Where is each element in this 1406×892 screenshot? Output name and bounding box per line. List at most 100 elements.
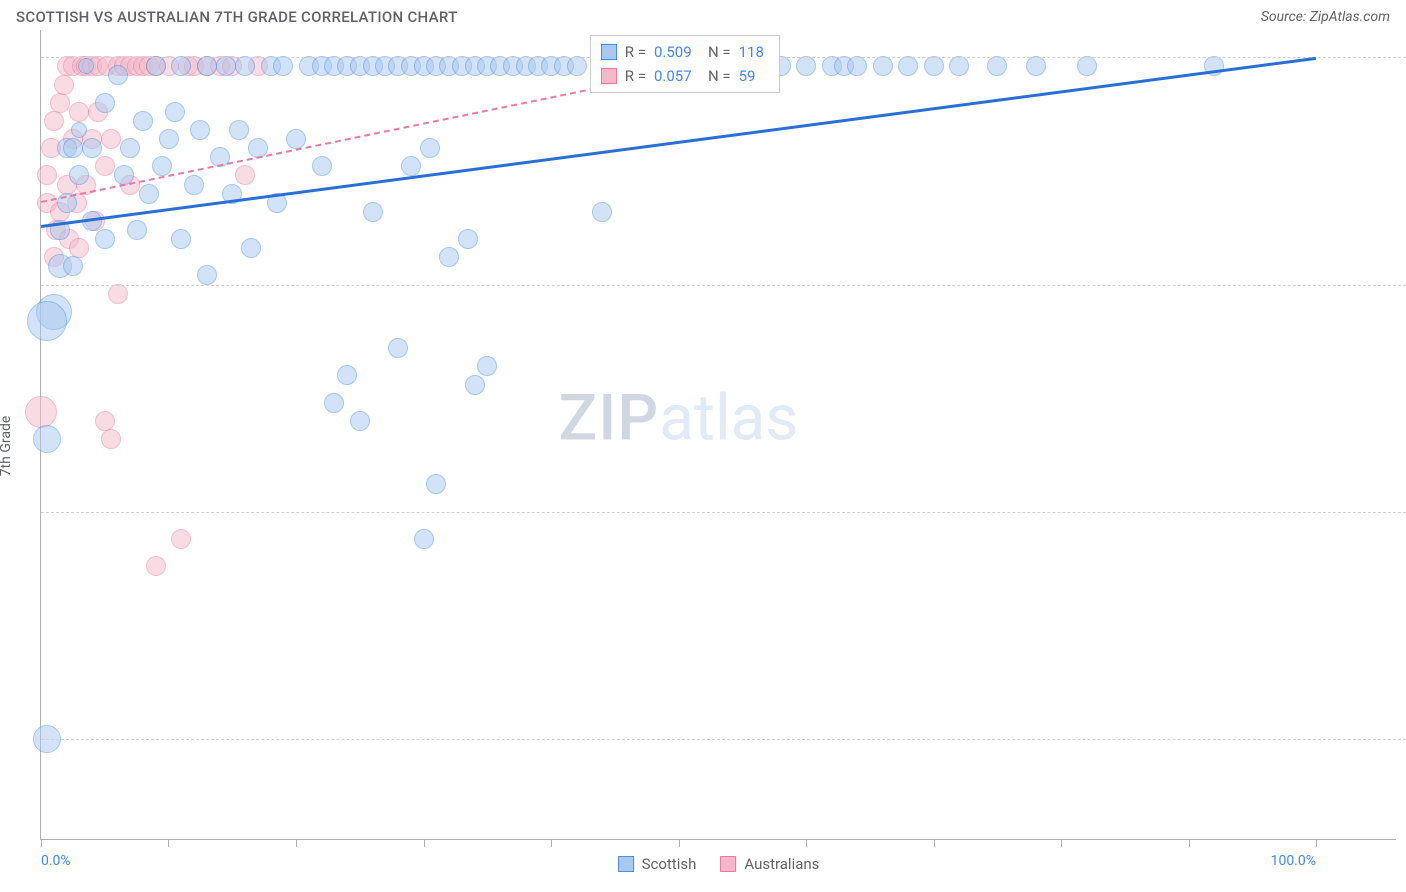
stats-swatch-scottish xyxy=(601,44,617,60)
data-point-australians xyxy=(146,556,166,576)
data-point-scottish xyxy=(1026,56,1046,76)
data-point-australians xyxy=(54,75,74,95)
x-tick xyxy=(934,839,935,847)
gridline xyxy=(41,512,1406,513)
stat-n-label: N = xyxy=(708,64,731,88)
data-point-scottish xyxy=(924,56,944,76)
legend-swatch-scottish xyxy=(618,856,634,872)
x-tick-label: 0.0% xyxy=(41,853,71,869)
data-point-scottish xyxy=(465,375,485,395)
x-tick xyxy=(1189,839,1190,847)
stat-r-value-australians: 0.057 xyxy=(654,64,700,88)
data-point-scottish xyxy=(477,356,497,376)
data-point-scottish xyxy=(949,56,969,76)
x-tick xyxy=(1316,839,1317,847)
data-point-scottish xyxy=(324,393,344,413)
gridline xyxy=(41,739,1406,740)
stat-n-label: N = xyxy=(708,40,731,64)
data-point-scottish xyxy=(337,365,357,385)
stat-r-label: R = xyxy=(625,64,646,88)
data-point-scottish xyxy=(190,120,210,140)
data-point-scottish xyxy=(987,56,1007,76)
data-point-scottish xyxy=(401,156,421,176)
data-point-scottish xyxy=(420,138,440,158)
data-point-scottish xyxy=(159,129,179,149)
data-point-scottish xyxy=(796,56,816,76)
data-point-scottish xyxy=(152,156,172,176)
data-point-scottish xyxy=(108,65,128,85)
data-point-scottish xyxy=(439,247,459,267)
data-point-australians xyxy=(101,429,121,449)
stats-swatch-australians xyxy=(601,68,617,84)
watermark: ZIPatlas xyxy=(559,381,799,456)
data-point-australians xyxy=(101,129,121,149)
stat-n-value-scottish: 118 xyxy=(739,40,769,64)
chart-area: ZIPatlas R =0.509N =118R =0.057N =59 Sco… xyxy=(40,30,1396,840)
data-point-scottish xyxy=(567,56,587,76)
legend-item-australians: Australians xyxy=(720,855,819,873)
data-point-scottish xyxy=(95,229,115,249)
x-tick xyxy=(296,839,297,847)
data-point-scottish xyxy=(197,265,217,285)
data-point-scottish xyxy=(82,138,102,158)
data-point-scottish xyxy=(286,129,306,149)
gridline xyxy=(41,285,1406,286)
stat-n-value-australians: 59 xyxy=(739,64,769,88)
stats-row-scottish: R = 0.509 N = 118 xyxy=(601,40,769,64)
data-point-scottish xyxy=(1077,56,1097,76)
data-point-australians xyxy=(171,529,191,549)
data-point-scottish xyxy=(63,138,83,158)
y-axis-label: 7th Grade xyxy=(0,416,14,477)
data-point-scottish xyxy=(426,474,446,494)
series-legend: Scottish Australians xyxy=(618,855,820,873)
data-point-scottish xyxy=(350,411,370,431)
data-point-scottish xyxy=(898,56,918,76)
data-point-scottish xyxy=(216,56,236,76)
data-point-scottish xyxy=(171,229,191,249)
legend-item-scottish: Scottish xyxy=(618,855,697,873)
data-point-australians xyxy=(25,396,57,428)
data-point-australians xyxy=(69,238,89,258)
data-point-scottish xyxy=(197,56,217,76)
data-point-scottish xyxy=(458,229,478,249)
data-point-australians xyxy=(44,111,64,131)
correlation-stats-box: R = 0.509 N = 118 R = 0.057 N = 59 xyxy=(590,35,780,93)
data-point-scottish xyxy=(146,56,166,76)
data-point-scottish xyxy=(873,56,893,76)
data-point-scottish xyxy=(592,202,612,222)
plot-area: ZIPatlas xyxy=(41,30,1316,839)
data-point-australians xyxy=(69,102,89,122)
data-point-australians xyxy=(95,411,115,431)
data-point-scottish xyxy=(78,58,94,74)
data-point-australians xyxy=(108,284,128,304)
stats-row-australians: R = 0.057 N = 59 xyxy=(601,64,769,88)
data-point-scottish xyxy=(127,220,147,240)
data-point-australians xyxy=(235,165,255,185)
data-point-scottish xyxy=(71,122,87,138)
legend-label-australians: Australians xyxy=(744,855,819,873)
data-point-scottish xyxy=(241,238,261,258)
legend-swatch-australians xyxy=(720,856,736,872)
data-point-scottish xyxy=(847,56,867,76)
x-tick-label: 100.0% xyxy=(1271,853,1316,869)
x-tick xyxy=(806,839,807,847)
data-point-scottish xyxy=(229,120,249,140)
data-point-scottish xyxy=(33,425,61,453)
data-point-scottish xyxy=(139,184,159,204)
chart-title: SCOTTISH VS AUSTRALIAN 7TH GRADE CORRELA… xyxy=(16,8,458,26)
data-point-scottish xyxy=(133,111,153,131)
data-point-australians xyxy=(37,165,57,185)
stat-r-value-scottish: 0.509 xyxy=(654,40,700,64)
x-tick xyxy=(679,839,680,847)
legend-label-scottish: Scottish xyxy=(642,855,697,873)
data-point-scottish xyxy=(184,175,204,195)
data-point-scottish xyxy=(273,56,293,76)
stat-r-label: R = xyxy=(625,40,646,64)
x-tick xyxy=(168,839,169,847)
data-point-scottish xyxy=(120,138,140,158)
x-tick xyxy=(41,839,42,847)
data-point-scottish xyxy=(388,338,408,358)
data-point-scottish xyxy=(235,56,255,76)
data-point-scottish xyxy=(69,165,89,185)
data-point-scottish xyxy=(363,202,383,222)
